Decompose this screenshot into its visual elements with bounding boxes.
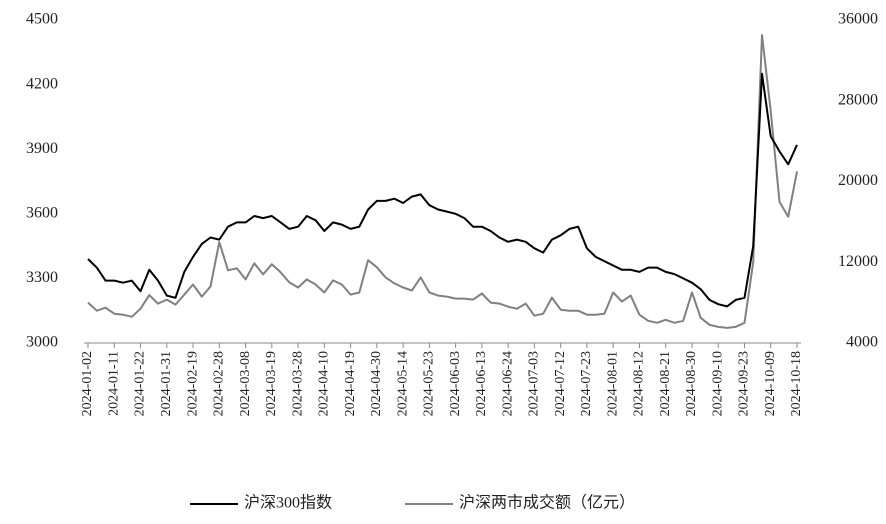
x-tick-label: 2024-07-03 xyxy=(527,351,542,416)
y-tick-label: 3000 xyxy=(26,334,58,351)
x-tick-label: 2024-01-02 xyxy=(80,351,95,416)
y-tick-label: 3300 xyxy=(26,269,58,286)
y-tick-label: 4500 xyxy=(26,11,58,28)
x-tick-label: 2024-03-19 xyxy=(264,351,279,416)
x-tick-label: 2024-06-03 xyxy=(448,351,463,416)
series-line xyxy=(87,72,798,308)
x-tick-label: 2024-05-23 xyxy=(422,351,437,416)
x-tick-label: 2024-10-18 xyxy=(789,351,804,416)
x-tick-label: 2024-09-10 xyxy=(710,351,725,416)
x-tick-label: 2024-01-11 xyxy=(106,351,121,416)
legend-label: 沪深两市成交额（亿元） xyxy=(459,494,635,512)
x-tick-label: 2024-08-12 xyxy=(632,351,647,416)
x-tick-label: 2024-10-09 xyxy=(763,351,778,416)
x-tick-label: 2024-03-08 xyxy=(238,351,253,416)
x-tick-label: 2024-08-30 xyxy=(684,351,699,416)
x-tick-label: 2024-07-12 xyxy=(553,351,568,416)
x-tick-label: 2024-09-23 xyxy=(737,351,752,416)
x-tick-label: 2024-07-23 xyxy=(579,351,594,416)
x-tick-label: 2024-03-28 xyxy=(290,351,305,416)
x-tick-label: 2024-08-01 xyxy=(605,351,620,416)
y2-tick-label: 36000 xyxy=(838,11,878,28)
y2-tick-label: 12000 xyxy=(838,253,878,270)
y2-tick-label: 28000 xyxy=(838,91,878,108)
x-tick-label: 2024-06-24 xyxy=(500,351,515,416)
x-tick-label: 2024-01-31 xyxy=(159,351,174,416)
series-line xyxy=(87,34,798,329)
x-tick-label: 2024-08-21 xyxy=(658,351,673,416)
y2-tick-label: 20000 xyxy=(838,172,878,189)
x-tick-label: 2024-04-19 xyxy=(343,351,358,416)
y2-tick-label: 4000 xyxy=(846,334,878,351)
x-tick-label: 2024-04-30 xyxy=(369,351,384,416)
x-tick-label: 2024-02-19 xyxy=(185,351,200,416)
x-tick-label: 2024-02-28 xyxy=(212,351,227,416)
y-tick-label: 3600 xyxy=(26,204,58,221)
x-tick-label: 2024-04-10 xyxy=(317,351,332,416)
y-tick-label: 3900 xyxy=(26,140,58,157)
x-tick-label: 2024-06-13 xyxy=(474,351,489,416)
x-tick-label: 2024-01-22 xyxy=(133,351,148,416)
x-tick-label: 2024-05-14 xyxy=(395,351,410,416)
legend-label: 沪深300指数 xyxy=(244,494,332,512)
y-tick-label: 4200 xyxy=(26,75,58,92)
